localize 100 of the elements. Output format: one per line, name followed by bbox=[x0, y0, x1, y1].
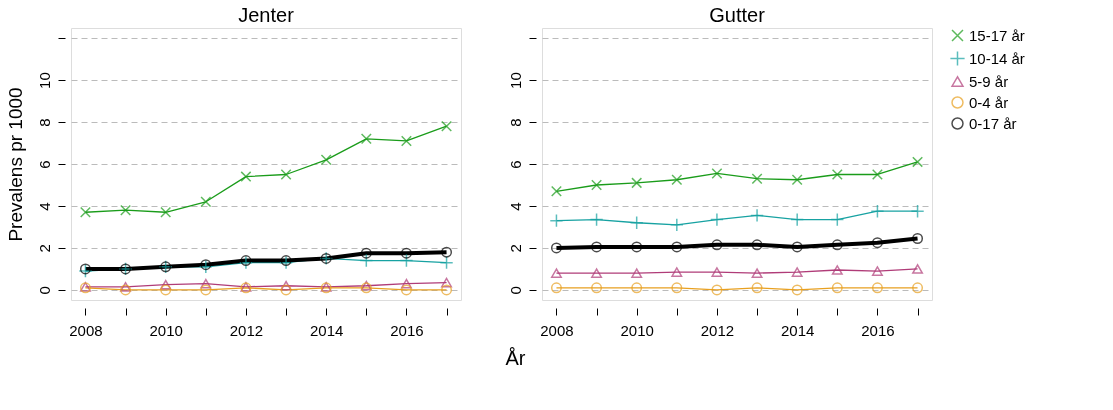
point bbox=[750, 208, 764, 223]
point bbox=[751, 239, 763, 251]
point bbox=[360, 133, 372, 145]
x-tick-label: 2010 bbox=[620, 321, 654, 339]
point bbox=[710, 212, 724, 227]
y-tick-label: 2 bbox=[35, 244, 53, 253]
point bbox=[441, 277, 453, 288]
point bbox=[589, 212, 604, 227]
x-tick-label: 2008 bbox=[69, 321, 103, 339]
legend-label: 0-17 år bbox=[969, 114, 1017, 132]
y-tick-label: 10 bbox=[35, 72, 53, 89]
point bbox=[120, 281, 132, 292]
point bbox=[751, 268, 763, 278]
point bbox=[912, 264, 924, 274]
point bbox=[791, 284, 803, 296]
point bbox=[711, 284, 723, 296]
y-tick-label: 4 bbox=[506, 202, 524, 211]
point bbox=[910, 204, 925, 219]
x-axis-title: År bbox=[505, 346, 526, 369]
point bbox=[280, 280, 292, 291]
y-tick-label: 2 bbox=[506, 244, 524, 253]
y-tick-label: 10 bbox=[506, 72, 524, 89]
point bbox=[711, 239, 723, 251]
point bbox=[360, 247, 372, 259]
point bbox=[441, 246, 453, 258]
x-tick-label: 2010 bbox=[149, 321, 183, 339]
chart-title: Gutter bbox=[709, 4, 766, 26]
point bbox=[831, 169, 843, 180]
point bbox=[200, 278, 212, 289]
point bbox=[671, 241, 683, 253]
point bbox=[550, 282, 562, 294]
point bbox=[200, 284, 212, 296]
x-tick-label: 2014 bbox=[310, 321, 344, 339]
point bbox=[671, 174, 683, 186]
point bbox=[830, 212, 845, 227]
point bbox=[441, 284, 453, 296]
y-tick-label: 8 bbox=[35, 118, 53, 127]
x-tick-label: 2016 bbox=[390, 321, 424, 339]
legend-label: 5-9 år bbox=[969, 72, 1009, 90]
point bbox=[912, 156, 924, 168]
point bbox=[550, 185, 562, 197]
point bbox=[871, 282, 883, 294]
point bbox=[631, 177, 643, 189]
point bbox=[160, 206, 172, 218]
y-tick-label: 0 bbox=[35, 286, 53, 295]
point bbox=[671, 267, 683, 277]
point bbox=[629, 215, 644, 230]
chart-title: Jenter bbox=[238, 4, 295, 26]
x-tick-label: 2008 bbox=[540, 321, 574, 339]
y-tick-label: 8 bbox=[506, 118, 524, 127]
point bbox=[871, 237, 883, 249]
x-tick-label: 2012 bbox=[229, 321, 264, 339]
point bbox=[831, 239, 843, 251]
point bbox=[359, 253, 374, 268]
y-tick-label: 0 bbox=[506, 286, 524, 295]
point bbox=[550, 242, 562, 254]
point bbox=[439, 255, 454, 270]
legend-label: 15-17 år bbox=[969, 26, 1025, 44]
point bbox=[791, 174, 803, 186]
point bbox=[320, 154, 332, 166]
point bbox=[751, 282, 763, 294]
point bbox=[549, 213, 564, 228]
point bbox=[280, 284, 292, 296]
point bbox=[280, 169, 292, 180]
y-tick-label: 6 bbox=[35, 160, 53, 169]
point bbox=[912, 233, 924, 244]
point bbox=[631, 268, 643, 278]
point bbox=[120, 204, 132, 216]
point bbox=[591, 282, 603, 294]
point bbox=[791, 267, 803, 277]
legend-label: 10-14 år bbox=[969, 49, 1025, 67]
point bbox=[441, 120, 453, 132]
legend-label: 0-4 år bbox=[969, 93, 1009, 111]
point bbox=[831, 265, 843, 275]
point bbox=[160, 279, 172, 290]
point bbox=[120, 284, 132, 296]
point bbox=[791, 241, 803, 253]
point bbox=[240, 171, 252, 183]
point bbox=[871, 266, 883, 276]
point bbox=[200, 196, 212, 208]
point bbox=[79, 206, 91, 218]
point bbox=[631, 241, 643, 253]
x-tick-label: 2014 bbox=[781, 321, 815, 339]
point bbox=[711, 267, 723, 277]
point bbox=[870, 204, 885, 219]
point bbox=[591, 268, 603, 278]
point bbox=[871, 169, 883, 180]
point bbox=[751, 173, 763, 185]
point bbox=[790, 212, 805, 227]
point bbox=[912, 282, 924, 294]
point bbox=[831, 282, 843, 294]
x-tick-label: 2012 bbox=[700, 321, 735, 339]
point bbox=[399, 253, 414, 268]
point bbox=[711, 167, 723, 179]
y-tick-label: 6 bbox=[506, 160, 524, 169]
y-tick-label: 4 bbox=[35, 202, 53, 211]
point bbox=[550, 268, 562, 278]
point bbox=[400, 284, 412, 296]
point bbox=[631, 282, 643, 294]
point bbox=[671, 282, 683, 294]
